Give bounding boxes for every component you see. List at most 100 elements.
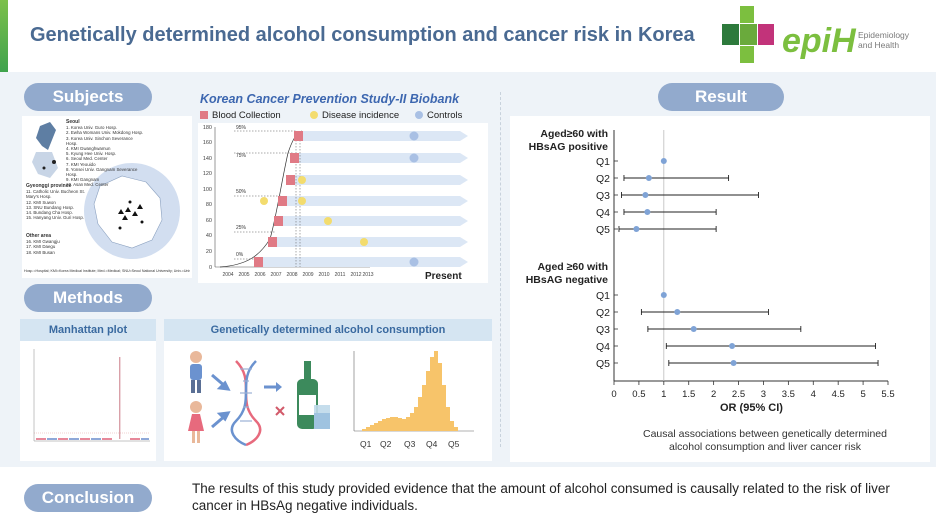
biobank-title: Korean Cancer Prevention Study-II Bioban… <box>200 92 460 106</box>
or-point <box>729 343 736 349</box>
x-tick-label: 0.5 <box>632 389 645 400</box>
group-label-line-1: Aged ≥60 with <box>537 261 608 273</box>
map-seoul-item: 1. Korea Univ. Guro Hosp. <box>66 125 118 131</box>
arrow-to-alcohol-icon <box>264 382 282 392</box>
x-tick-label: 2 <box>711 389 716 400</box>
map-seoul-item: 4. KMI Gwanghwamun <box>66 146 111 152</box>
x-tick-label: 2005 <box>238 272 249 278</box>
map-seoul-item: 8. Yonsei Univ. Gangnam Severance Hosp. <box>66 166 138 178</box>
x-tick-label: 2012 <box>350 272 361 278</box>
x-tick-label: 1 <box>661 389 666 400</box>
controls-marks <box>409 131 419 267</box>
map-gyeonggi-title: Gyeonggi province <box>26 183 72 189</box>
result-heading: Result <box>658 83 784 111</box>
x-tick-label: 2010 <box>318 272 329 278</box>
forest-caption: Causal associations between genetically … <box>610 428 920 454</box>
quintile-row-label: Q5 <box>596 358 610 370</box>
x-tick-label: 1.5 <box>682 389 695 400</box>
quintile-label: Q3 <box>404 439 416 449</box>
alcohol-bottle-icon <box>297 361 330 429</box>
x-tick-label: 2004 <box>222 272 233 278</box>
quintile-row-label: Q5 <box>596 224 610 236</box>
legend-controls: Controls <box>415 110 462 121</box>
forest-caption-line-1: Causal associations between genetically … <box>643 428 887 440</box>
map-seoul-item: 3. Korea Univ. Sinchon Severance Hosp. <box>66 135 133 146</box>
y-tick-label: 80 <box>206 202 212 208</box>
map-seoul-item: 2. Ewha Womans Univ. Mokdong Hosp. <box>66 130 144 136</box>
logo-text: epiH <box>782 22 856 60</box>
y-tick-label: 180 <box>203 125 212 131</box>
manhattan-plot-panel <box>20 341 156 461</box>
pct-label: 50% <box>236 189 247 195</box>
tab-genetic-alcohol: Genetically determined alcohol consumpti… <box>164 319 492 341</box>
subjects-map-panel: Seoul 1. Korea Univ. Guro Hosp. 2. Ewha … <box>22 116 192 278</box>
x-tick-label: 5.5 <box>881 389 894 400</box>
person-female-icon <box>188 401 204 443</box>
map-footnote: Hosp.=Hospital; KMI=Korea Medical Instit… <box>24 269 190 273</box>
header-accent-bar <box>0 0 8 72</box>
methods-heading: Methods <box>24 284 152 312</box>
blood-collection-marks <box>254 131 303 267</box>
or-point <box>660 292 667 298</box>
cross-icon <box>275 406 285 416</box>
x-tick-label: 2013 <box>362 272 373 278</box>
or-point <box>730 360 737 366</box>
quintile-row-label: Q1 <box>596 156 610 168</box>
quintile-label: Q1 <box>360 439 372 449</box>
map-seoul-item: 6. Seoul Med. Center <box>66 156 108 162</box>
quintile-row-label: Q4 <box>596 207 610 219</box>
quintile-row-label: Q4 <box>596 341 610 353</box>
result-panel <box>510 116 930 462</box>
biobank-chart-panel: 180 160 140 120 100 80 60 40 20 0 2004 2… <box>198 123 488 283</box>
y-tick-label: 160 <box>203 140 212 146</box>
logo-mark-icon <box>722 6 774 63</box>
logo-subtitle-line-1: Epidemiology <box>858 30 910 40</box>
quintile-label: Q4 <box>426 439 438 449</box>
map-seoul-item: 7. KMI Yeouido <box>66 161 96 167</box>
quintile-row-label: Q2 <box>596 307 610 319</box>
legend-controls-label: Controls <box>427 110 463 121</box>
map-seoul-title: Seoul <box>66 119 80 125</box>
y-tick-label: 100 <box>203 187 212 193</box>
conclusion-text: The results of this study provided evide… <box>192 481 890 513</box>
x-tick-label: 2011 <box>335 272 346 278</box>
disease-dot-icon <box>310 111 318 120</box>
conclusion-heading: Conclusion <box>24 484 152 512</box>
y-tick-label: 20 <box>206 249 212 255</box>
map-other-item: 17. KMI Daegu <box>26 244 56 250</box>
map-other-item: 16. KMI Gwangju <box>26 239 60 245</box>
korea-map-icon <box>32 122 180 259</box>
disease-incidence-marks <box>260 176 368 246</box>
or-point <box>645 175 652 181</box>
legend-disease-incidence: Disease incidence <box>310 110 399 121</box>
or-point <box>642 192 649 198</box>
person-male-icon <box>190 351 202 393</box>
or-point <box>633 226 640 232</box>
forest-caption-line-2: alcohol consumption and liver cancer ris… <box>668 441 861 453</box>
x-tick-label: 3 <box>761 389 766 400</box>
legend-disease-label: Disease incidence <box>322 110 400 121</box>
map-seoul-item: 5. Kyung Hee Univ. Hosp. <box>66 151 117 157</box>
x-tick-label: 2007 <box>270 272 281 278</box>
x-tick-label: 5 <box>860 389 865 400</box>
quintile-label: Q2 <box>380 439 392 449</box>
map-other-item: 18. KMI Busan <box>26 249 55 255</box>
pct-label: 25% <box>236 225 247 231</box>
x-tick-label: 2008 <box>286 272 297 278</box>
map-gyeonggi-item: 12. KMI Suwon <box>26 199 56 205</box>
x-tick-label: 3.5 <box>782 389 795 400</box>
map-other-list: Other area 16. KMI Gwangju 17. KMI Daegu… <box>26 233 86 255</box>
manhattan-plot-chart <box>33 349 150 442</box>
pct-label: 75% <box>236 153 247 159</box>
x-tick-label: 2006 <box>254 272 265 278</box>
x-tick-label: 0 <box>611 389 616 400</box>
present-label: Present <box>425 271 462 282</box>
tab-manhattan-plot: Manhattan plot <box>20 319 156 341</box>
dna-icon <box>230 360 262 447</box>
map-gyeonggi-item: 15. Hanyang Univ. Guri Hosp. <box>26 215 84 221</box>
map-other-title: Other area <box>26 233 52 239</box>
x-tick-label: 4.5 <box>832 389 845 400</box>
y-tick-label: 140 <box>203 156 212 162</box>
logo-subtitle: Epidemiology and Health <box>858 30 909 50</box>
